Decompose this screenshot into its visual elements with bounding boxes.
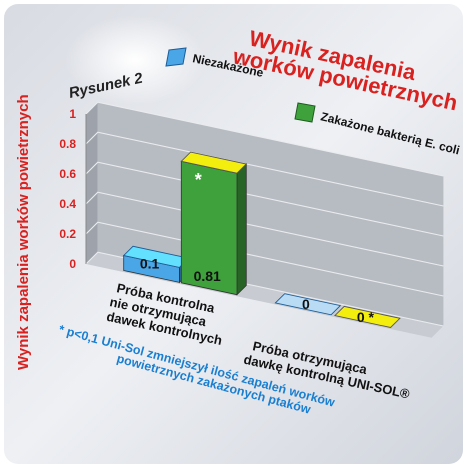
grid-line (85, 251, 444, 327)
y-tick-labels: 0 0.2 0.4 0.6 0.8 1 (59, 107, 76, 271)
bar-zero-plate (274, 293, 342, 316)
bar: 0.81 * (180, 151, 248, 296)
significance-asterisk: * (195, 170, 202, 190)
bar-zero-plate (333, 305, 401, 328)
bar: 0 (274, 293, 342, 316)
y-tick-label: 0.4 (59, 197, 76, 211)
bar: 0 * (333, 305, 401, 328)
y-axis-label: Wynik zapalenia worków powietrznych (15, 94, 32, 370)
bar-side (236, 163, 247, 296)
y-tick-label: 0.2 (59, 227, 76, 241)
y-tick-label: 1 (69, 107, 76, 121)
bar-top (180, 151, 248, 174)
bar-value-label: 0.1 (140, 256, 160, 272)
y-tick-label: 0.8 (59, 137, 76, 151)
bars: 0.1 0 0.81 * 0 * (122, 151, 401, 328)
bar-value-label: 0.81 (194, 268, 221, 284)
grid-line (85, 101, 444, 177)
grid-lines (85, 101, 444, 327)
grid-line (85, 191, 444, 267)
grid-line (85, 161, 444, 237)
y-tick-label: 0.6 (59, 167, 76, 181)
grid-line (85, 131, 444, 207)
bar-value-label: 0 (302, 296, 310, 312)
legend-swatch-niezakazone (165, 47, 187, 67)
bar-value-label: 0 * (357, 309, 375, 325)
y-tick-label: 0 (69, 257, 76, 271)
grid-line (85, 221, 444, 297)
left-wall (86, 102, 98, 264)
background-highlight (65, 15, 205, 105)
legend-swatch-zakazone (294, 102, 316, 123)
